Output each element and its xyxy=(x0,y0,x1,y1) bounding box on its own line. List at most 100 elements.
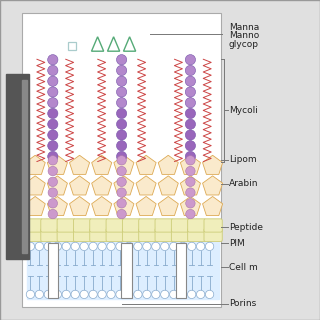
Circle shape xyxy=(107,290,115,299)
Circle shape xyxy=(44,242,52,251)
Bar xyxy=(121,243,132,298)
Circle shape xyxy=(116,119,127,129)
Circle shape xyxy=(89,242,97,251)
Circle shape xyxy=(48,55,58,65)
Text: glycop: glycop xyxy=(229,40,259,49)
FancyBboxPatch shape xyxy=(188,219,206,232)
Circle shape xyxy=(48,65,58,76)
FancyBboxPatch shape xyxy=(204,219,222,232)
Circle shape xyxy=(196,242,205,251)
Circle shape xyxy=(53,290,61,299)
Circle shape xyxy=(186,199,195,208)
Circle shape xyxy=(161,242,169,251)
Circle shape xyxy=(196,290,205,299)
Circle shape xyxy=(116,87,127,97)
Circle shape xyxy=(48,108,58,119)
Bar xyxy=(22,80,27,253)
Bar xyxy=(27,242,219,299)
Bar xyxy=(22,13,221,307)
Circle shape xyxy=(134,290,142,299)
FancyBboxPatch shape xyxy=(172,228,190,242)
Circle shape xyxy=(161,290,169,299)
Circle shape xyxy=(152,242,160,251)
Circle shape xyxy=(26,290,35,299)
Circle shape xyxy=(116,242,124,251)
FancyBboxPatch shape xyxy=(106,228,124,242)
Text: PIM: PIM xyxy=(229,239,244,248)
Circle shape xyxy=(48,87,58,97)
Circle shape xyxy=(48,209,58,219)
FancyBboxPatch shape xyxy=(25,219,43,232)
Circle shape xyxy=(71,290,79,299)
Circle shape xyxy=(48,188,58,197)
Bar xyxy=(6,74,29,259)
FancyBboxPatch shape xyxy=(204,228,222,242)
FancyBboxPatch shape xyxy=(41,219,59,232)
Circle shape xyxy=(26,242,35,251)
Circle shape xyxy=(35,242,44,251)
Circle shape xyxy=(186,166,195,176)
Circle shape xyxy=(170,242,178,251)
Circle shape xyxy=(98,290,106,299)
Circle shape xyxy=(205,242,214,251)
FancyBboxPatch shape xyxy=(139,219,157,232)
Circle shape xyxy=(48,119,58,129)
FancyBboxPatch shape xyxy=(90,228,108,242)
Text: Manno: Manno xyxy=(229,31,259,40)
Circle shape xyxy=(125,242,133,251)
Circle shape xyxy=(71,242,79,251)
Circle shape xyxy=(48,199,58,208)
Circle shape xyxy=(116,98,127,108)
Circle shape xyxy=(48,156,58,165)
Circle shape xyxy=(117,166,126,176)
FancyBboxPatch shape xyxy=(123,228,141,242)
Circle shape xyxy=(48,166,58,176)
Circle shape xyxy=(116,108,127,119)
Circle shape xyxy=(116,130,127,140)
FancyBboxPatch shape xyxy=(188,228,206,242)
Circle shape xyxy=(170,290,178,299)
Circle shape xyxy=(185,119,196,129)
Circle shape xyxy=(186,177,195,187)
Circle shape xyxy=(48,98,58,108)
Circle shape xyxy=(185,65,196,76)
Circle shape xyxy=(186,188,195,197)
Circle shape xyxy=(44,290,52,299)
Circle shape xyxy=(185,87,196,97)
Circle shape xyxy=(188,290,196,299)
Circle shape xyxy=(186,156,195,165)
FancyBboxPatch shape xyxy=(57,219,76,232)
Circle shape xyxy=(116,290,124,299)
Circle shape xyxy=(35,290,44,299)
Circle shape xyxy=(179,242,187,251)
Circle shape xyxy=(116,151,127,162)
Circle shape xyxy=(53,242,61,251)
Circle shape xyxy=(48,130,58,140)
Circle shape xyxy=(48,140,58,151)
Circle shape xyxy=(116,65,127,76)
Circle shape xyxy=(179,290,187,299)
Circle shape xyxy=(62,242,70,251)
Circle shape xyxy=(117,209,126,219)
Text: Porins: Porins xyxy=(229,300,256,308)
FancyBboxPatch shape xyxy=(41,228,59,242)
FancyBboxPatch shape xyxy=(106,219,124,232)
FancyBboxPatch shape xyxy=(172,219,190,232)
Bar xyxy=(176,243,186,298)
Circle shape xyxy=(143,290,151,299)
Bar xyxy=(68,42,76,50)
Text: Peptide: Peptide xyxy=(229,223,263,232)
Circle shape xyxy=(185,55,196,65)
Circle shape xyxy=(134,242,142,251)
Circle shape xyxy=(185,76,196,86)
Circle shape xyxy=(89,290,97,299)
Circle shape xyxy=(205,290,214,299)
Circle shape xyxy=(116,140,127,151)
FancyBboxPatch shape xyxy=(57,228,76,242)
Text: Cell m: Cell m xyxy=(229,263,258,272)
Circle shape xyxy=(185,98,196,108)
Circle shape xyxy=(185,130,196,140)
Circle shape xyxy=(80,290,88,299)
FancyBboxPatch shape xyxy=(74,228,92,242)
Bar xyxy=(48,243,58,298)
